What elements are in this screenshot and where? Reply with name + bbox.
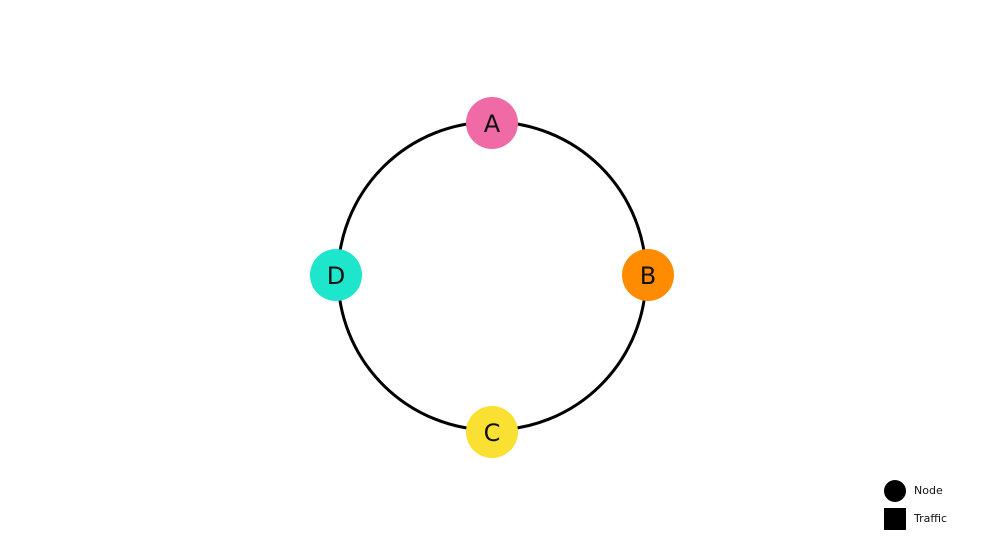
node-a-label: A [484, 110, 501, 138]
node-a[interactable]: A [466, 97, 518, 149]
legend-item-traffic: Traffic [883, 508, 983, 530]
node-c-label: C [484, 419, 501, 447]
node-a-circle [466, 97, 518, 149]
node-b[interactable]: B [622, 249, 674, 301]
node-d-label: D [327, 262, 345, 290]
legend-node-label: Node [914, 484, 943, 497]
legend-traffic-label: Traffic [914, 512, 948, 525]
node-d-circle [310, 249, 362, 301]
traffic-square-icon [884, 508, 906, 530]
legend-item-node: Node [883, 480, 983, 502]
node-circle-icon [884, 480, 906, 502]
node-c-circle [466, 406, 518, 458]
node-c[interactable]: C [466, 406, 518, 458]
ring-connection [336, 120, 648, 432]
node-b-label: B [640, 262, 656, 290]
legend: Node Traffic [883, 480, 983, 540]
node-b-circle [622, 249, 674, 301]
node-d[interactable]: D [310, 249, 362, 301]
